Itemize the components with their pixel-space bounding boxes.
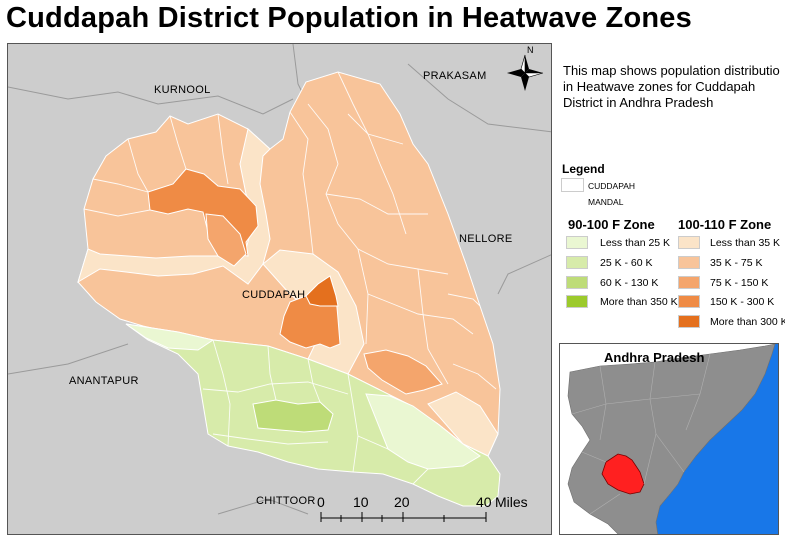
legend-swatch-more-300k [678, 315, 700, 328]
label-anantapur: ANANTAPUR [69, 375, 139, 387]
inset-cuddapah [601, 453, 645, 495]
north-label: N [527, 45, 534, 55]
north-arrow [507, 54, 544, 91]
legend-zone-100-110-title: 100-110 F Zone [678, 217, 772, 232]
legend-swatch-less-25k [566, 236, 588, 249]
legend-label-25-60k: 25 K - 60 K [600, 257, 653, 269]
label-nellore: NELLORE [459, 233, 513, 245]
scale-tick-10: 10 [353, 494, 369, 510]
legend-label-less-25k: Less than 25 K [600, 237, 671, 249]
zone-light-west [77, 128, 271, 285]
description-line: District in Andhra Pradesh [563, 95, 714, 110]
legend-swatch-mandal [561, 178, 584, 192]
label-chittoor: CHITTOOR [256, 495, 316, 507]
scale-tick-20: 20 [394, 494, 410, 510]
mandal-boundaries-orange [83, 71, 497, 390]
inset-title: Andhra Pradesh [604, 350, 705, 365]
label-kurnool: KURNOOL [154, 84, 211, 96]
main-map: KURNOOL PRAKASAM NELLORE ANANTAPUR CHITT… [7, 43, 552, 535]
scale-tick-40: 40 [476, 494, 492, 510]
inset-sea [656, 344, 778, 534]
legend-district-line2: MANDAL [588, 197, 624, 207]
description-line: This map shows population distributio [563, 63, 780, 78]
legend-swatch-more-350k [566, 295, 588, 308]
zone-60-130-patch [252, 399, 334, 433]
label-prakasam: PRAKASAM [423, 70, 487, 82]
legend-label-150-300k: 150 K - 300 K [710, 296, 775, 308]
legend-district-line1: CUDDAPAH [588, 181, 636, 191]
legend-label-more-350k: More than 350 K [600, 296, 678, 308]
zone-75-150-east [363, 349, 443, 395]
map-description: This map shows population distributio in… [563, 63, 785, 111]
legend-title: Legend [562, 162, 605, 176]
zone-less-25-east [365, 393, 481, 470]
map-canvas [8, 44, 551, 522]
legend-swatch-150-300k [678, 295, 700, 308]
inset-canvas [560, 344, 778, 534]
zone-less-25-strip [125, 323, 215, 351]
scale-bar [320, 512, 487, 522]
legend-label-less-35k: Less than 35 K [710, 237, 781, 249]
legend-label-60-130k: 60 K - 130 K [600, 277, 659, 289]
inset-map: Andhra Pradesh [559, 343, 779, 535]
legend-label-more-300k: More than 300 K [710, 316, 785, 328]
legend-zone-90-100-title: 90-100 F Zone [568, 217, 655, 232]
legend-swatch-less-35k [678, 236, 700, 249]
legend-swatch-25-60k [566, 256, 588, 269]
map-title: Cuddapah District Population in Heatwave… [6, 2, 692, 34]
legend-label-35-75k: 35 K - 75 K [710, 257, 763, 269]
description-line: in Heatwave zones for Cuddapah [563, 79, 756, 94]
legend-swatch-35-75k [678, 256, 700, 269]
neighbor-boundaries [8, 44, 551, 515]
inset-district-lines [571, 353, 711, 515]
legend-swatch-60-130k [566, 276, 588, 289]
scale-tick-0: 0 [317, 494, 325, 510]
zone-more-300-central [305, 275, 339, 307]
legend-label-75-150k: 75 K - 150 K [710, 277, 769, 289]
legend-swatch-75-150k [678, 276, 700, 289]
label-cuddapah: CUDDAPAH [242, 289, 306, 301]
scale-unit: Miles [495, 494, 528, 510]
zone-75-150-north [205, 213, 247, 267]
mandal-boundaries-green [202, 339, 429, 485]
